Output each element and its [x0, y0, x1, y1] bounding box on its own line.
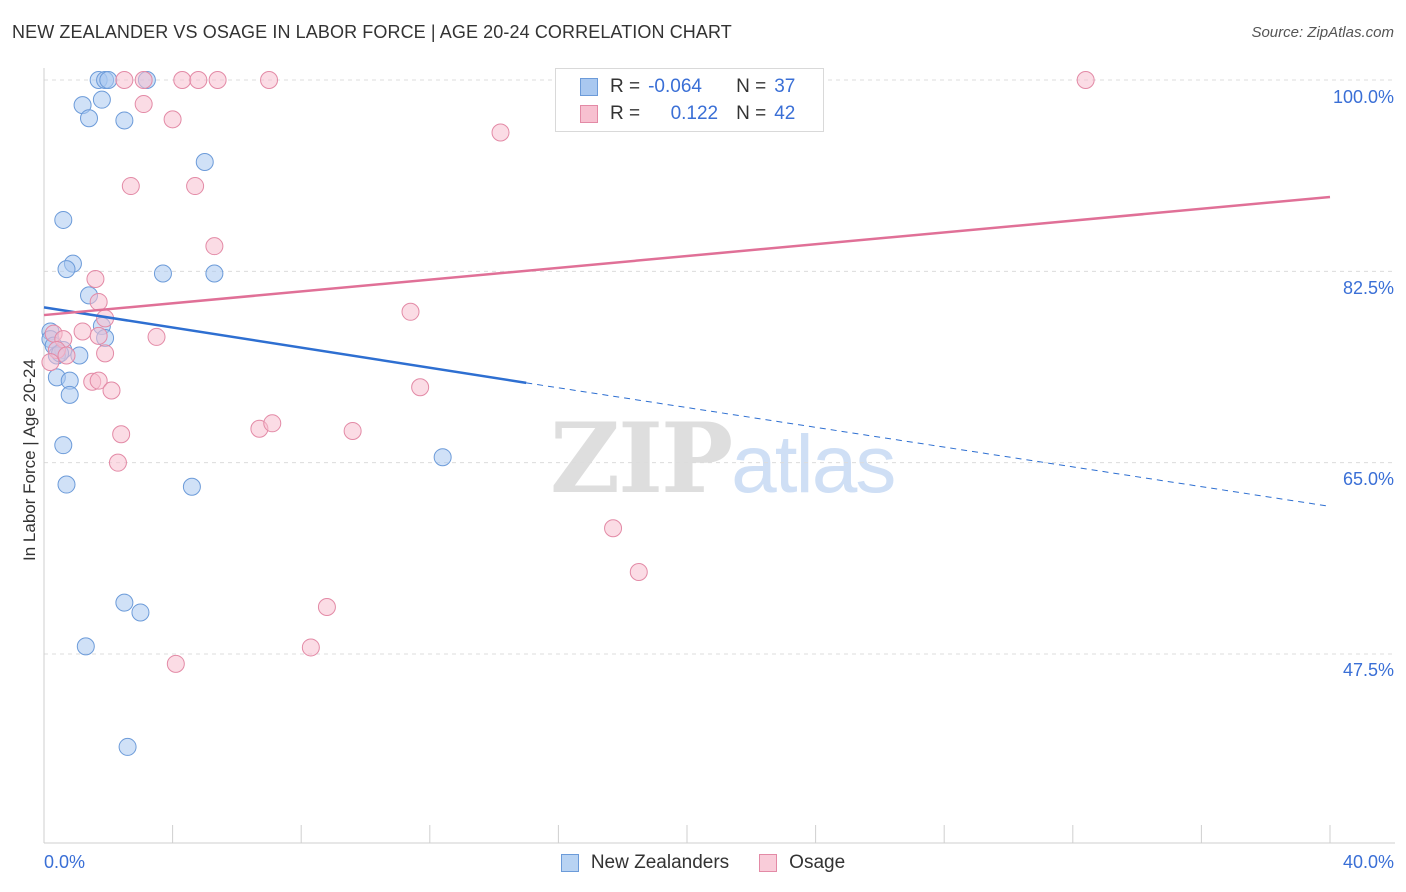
- watermark-atlas: atlas: [731, 419, 896, 510]
- point-new-zealanders: [118, 737, 137, 756]
- watermark: ZIPatlas: [550, 402, 896, 515]
- y-axis-label: In Labor Force | Age 20-24: [20, 359, 39, 561]
- point-osage: [112, 425, 131, 444]
- legend-swatch-blue: [580, 78, 598, 96]
- point-osage: [163, 110, 182, 129]
- point-osage: [1076, 71, 1095, 89]
- n-label: N =: [736, 103, 767, 124]
- trend-line-extension: [526, 382, 1331, 507]
- point-osage: [121, 177, 140, 196]
- point-osage: [108, 453, 127, 472]
- point-osage: [301, 638, 320, 657]
- point-new-zealanders: [76, 637, 95, 656]
- point-osage: [317, 597, 336, 616]
- point-new-zealanders: [131, 603, 150, 622]
- point-new-zealanders: [60, 385, 79, 404]
- point-osage: [205, 237, 224, 256]
- point-new-zealanders: [182, 477, 201, 496]
- point-osage: [208, 71, 227, 89]
- y-tick-label-100: 100.0%: [1332, 87, 1394, 107]
- point-osage: [263, 414, 282, 433]
- chart-title: NEW ZEALANDER VS OSAGE IN LABOR FORCE | …: [12, 22, 732, 42]
- n-value: 37: [774, 76, 796, 97]
- legend-item-osage[interactable]: Osage: [759, 852, 845, 874]
- point-osage: [166, 654, 185, 673]
- point-new-zealanders: [99, 71, 118, 89]
- point-osage: [629, 563, 648, 581]
- point-new-zealanders: [115, 111, 134, 130]
- series-legend: New Zealanders Osage: [0, 852, 1406, 874]
- y-tick-label-65: 65.0%: [1342, 469, 1394, 489]
- point-new-zealanders: [115, 593, 134, 612]
- watermark-zip: ZIP: [550, 402, 733, 515]
- point-osage: [186, 177, 205, 196]
- source-label: Source: ZipAtlas.com: [1251, 24, 1394, 41]
- point-osage: [115, 71, 134, 89]
- r-value: -0.064: [648, 76, 702, 97]
- n-label: N =: [736, 76, 767, 97]
- point-new-zealanders: [54, 436, 73, 455]
- legend-row-new-zealanders: R = -0.064 N = 37: [580, 74, 795, 100]
- legend-item-new-zealanders[interactable]: New Zealanders: [560, 852, 730, 874]
- n-value: 42: [774, 103, 796, 124]
- point-osage: [134, 95, 153, 114]
- r-label: R =: [610, 103, 641, 124]
- point-osage: [189, 71, 208, 89]
- point-osage: [147, 327, 166, 346]
- legend-swatch-blue: [560, 854, 579, 872]
- point-osage: [41, 353, 60, 372]
- point-new-zealanders: [433, 448, 452, 467]
- point-osage: [401, 302, 420, 321]
- legend-swatch-pink: [759, 854, 778, 872]
- point-osage: [73, 322, 92, 341]
- x-tick-label-max: 40.0%: [1342, 852, 1394, 872]
- point-osage: [57, 346, 76, 365]
- point-new-zealanders: [92, 90, 111, 109]
- trend-line-osage: [43, 195, 1331, 317]
- point-osage: [96, 344, 115, 363]
- point-new-zealanders: [57, 475, 76, 494]
- point-new-zealanders: [57, 260, 76, 279]
- point-new-zealanders: [80, 109, 99, 128]
- y-tick-label-82-5: 82.5%: [1342, 278, 1394, 298]
- x-tick-label-min: 0.0%: [44, 852, 86, 872]
- point-new-zealanders: [153, 264, 172, 283]
- r-label: R =: [610, 76, 641, 97]
- point-osage: [89, 292, 108, 311]
- point-new-zealanders: [54, 210, 73, 229]
- point-osage: [491, 123, 510, 142]
- point-new-zealanders: [195, 153, 214, 171]
- legend-label: New Zealanders: [590, 852, 730, 873]
- trend-line-new-zealanders: [43, 306, 527, 385]
- point-osage: [260, 71, 279, 89]
- point-osage: [86, 269, 105, 288]
- point-osage: [102, 381, 121, 400]
- y-tick-label-47-5: 47.5%: [1342, 660, 1394, 680]
- point-osage: [134, 71, 153, 89]
- point-osage: [173, 71, 192, 89]
- legend-row-osage: R = 0.122 N = 42: [580, 101, 795, 127]
- point-osage: [604, 519, 623, 538]
- r-value: 0.122: [670, 103, 719, 124]
- correlation-legend: R = -0.064 N = 37 R = 0.122 N = 42: [555, 68, 824, 132]
- legend-swatch-pink: [580, 105, 598, 123]
- point-osage: [89, 326, 108, 345]
- point-osage: [411, 378, 430, 397]
- point-osage: [89, 371, 108, 390]
- point-osage: [343, 421, 362, 440]
- legend-label: Osage: [789, 852, 846, 873]
- point-new-zealanders: [205, 264, 224, 283]
